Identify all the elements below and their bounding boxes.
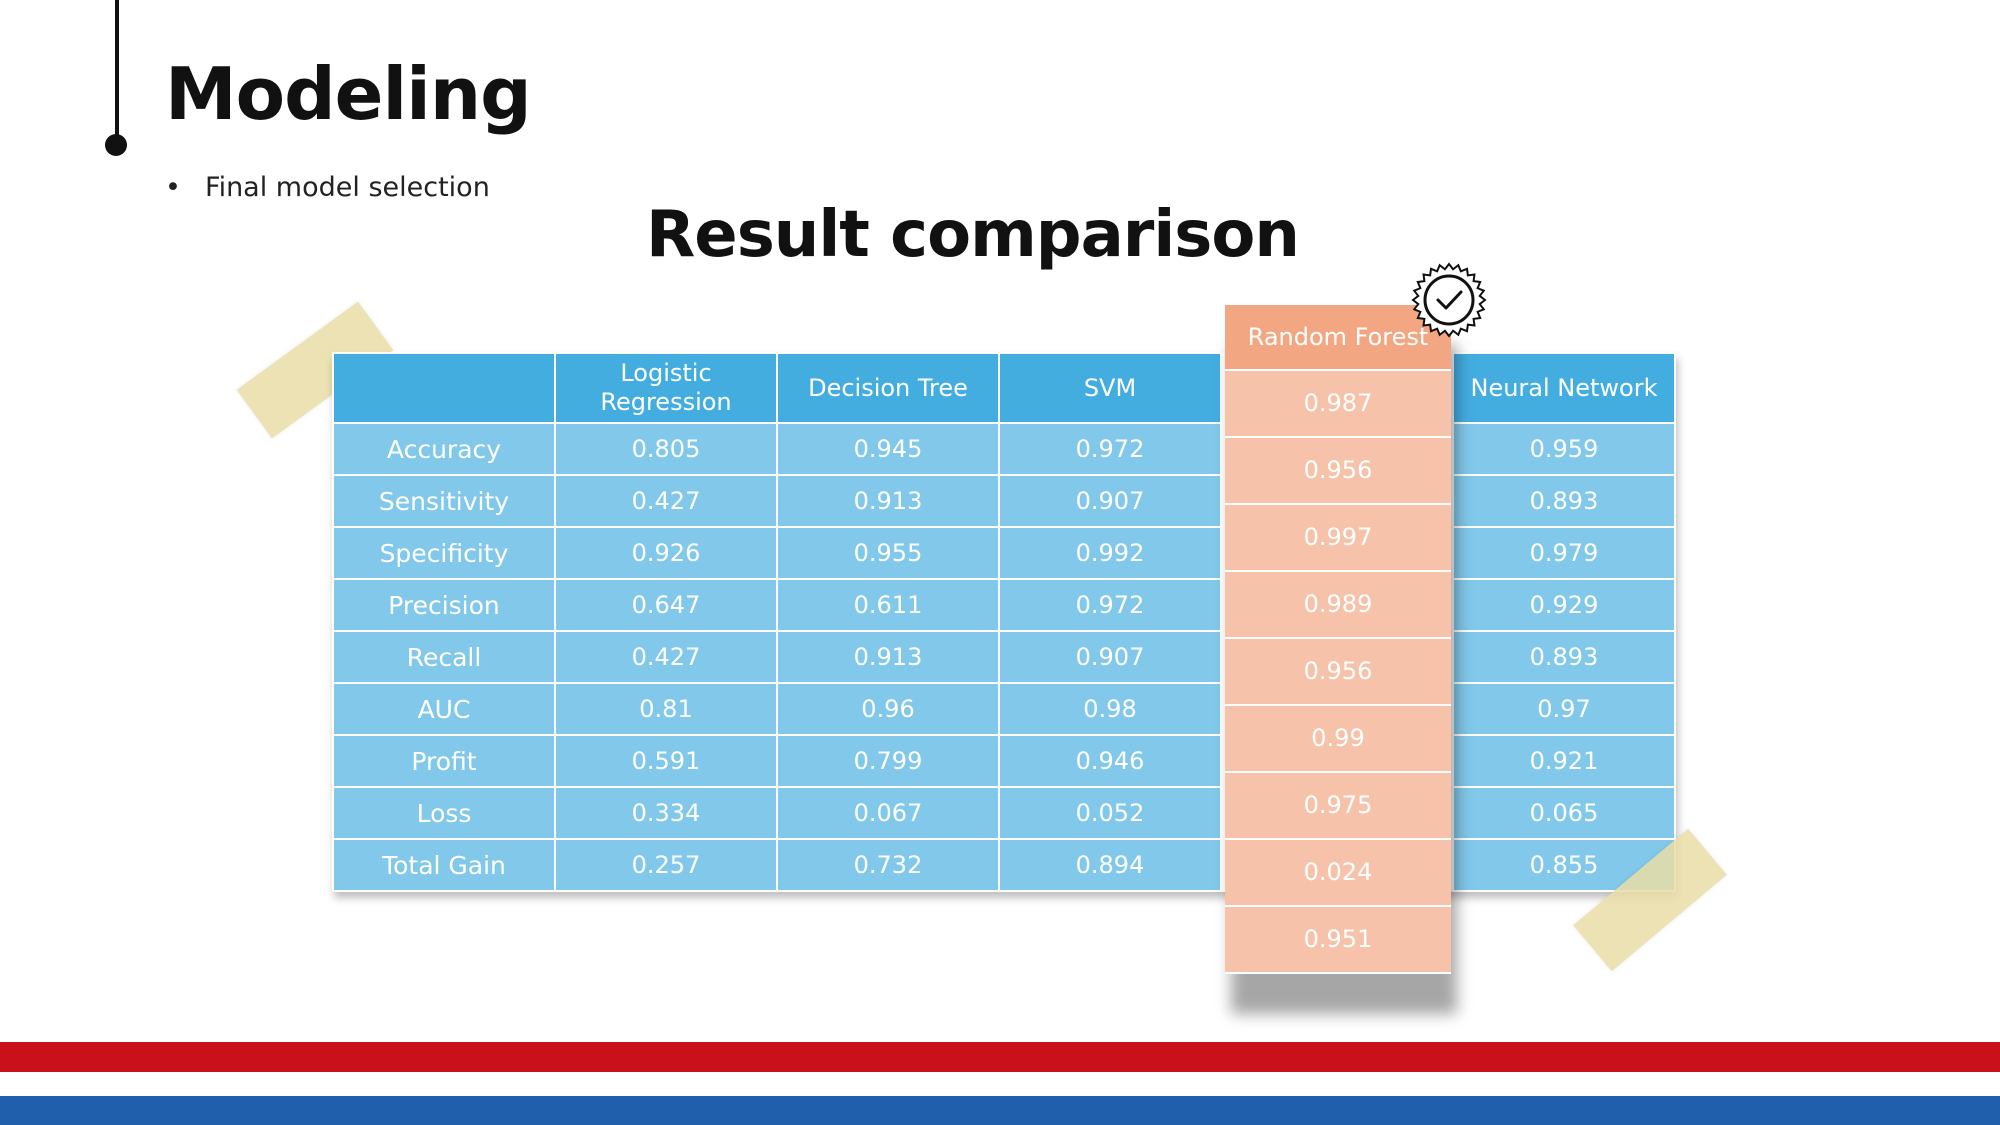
table-cell: 0.805: [554, 422, 778, 476]
table-header-row: Logistic Regression Decision Tree SVM Ne…: [332, 352, 1676, 424]
table-cell: 0.732: [776, 838, 1000, 892]
row-label: Total Gain: [332, 838, 556, 892]
table-cell: 0.913: [776, 474, 1000, 528]
table-cell: 0.979: [1452, 526, 1676, 580]
random-forest-column: Random Forest 0.987 0.956 0.997 0.989 0.956 0…: [1225, 305, 1451, 974]
check-badge-icon: [1411, 262, 1487, 338]
table-cell: 0.959: [1452, 422, 1676, 476]
random-forest-cell: 0.951: [1225, 907, 1451, 974]
header-svm: SVM: [998, 352, 1222, 424]
row-label: Recall: [332, 630, 556, 684]
table-cell: 0.894: [998, 838, 1222, 892]
table-cell: 0.907: [998, 630, 1222, 684]
table-cell: 0.921: [1452, 734, 1676, 788]
table-row: Accuracy 0.805 0.945 0.972 0.959: [332, 422, 1676, 476]
table-cell: 0.893: [1452, 630, 1676, 684]
footer-band-blue: [0, 1096, 2000, 1125]
comparison-table: Logistic Regression Decision Tree SVM Ne…: [332, 352, 1676, 892]
table-cell: 0.945: [776, 422, 1000, 476]
random-forest-cell: 0.997: [1225, 505, 1451, 572]
table-cell: 0.052: [998, 786, 1222, 840]
table-cell: 0.611: [776, 578, 1000, 632]
section-subtitle: Result comparison: [646, 198, 1300, 272]
table-row: AUC 0.81 0.96 0.98 0.97: [332, 682, 1676, 736]
header-random-forest: Random Forest: [1225, 305, 1451, 371]
bullet-text: Final model selection: [205, 172, 490, 203]
table-cell: 0.81: [554, 682, 778, 736]
table-cell: 0.913: [776, 630, 1000, 684]
table-cell: 0.972: [998, 422, 1222, 476]
accent-dot: [105, 134, 127, 156]
table-row: Loss 0.334 0.067 0.052 0.065: [332, 786, 1676, 840]
table-cell: 0.907: [998, 474, 1222, 528]
row-label: Sensitivity: [332, 474, 556, 528]
row-label: Precision: [332, 578, 556, 632]
table-row: Profit 0.591 0.799 0.946 0.921: [332, 734, 1676, 788]
table-row: Precision 0.647 0.611 0.972 0.929: [332, 578, 1676, 632]
header-decision-tree: Decision Tree: [776, 352, 1000, 424]
table-cell: 0.799: [776, 734, 1000, 788]
table-cell: 0.926: [554, 526, 778, 580]
table-cell: 0.427: [554, 630, 778, 684]
table-cell: 0.992: [998, 526, 1222, 580]
row-label: Loss: [332, 786, 556, 840]
table-cell: 0.946: [998, 734, 1222, 788]
table-cell: 0.427: [554, 474, 778, 528]
table-cell: 0.97: [1452, 682, 1676, 736]
accent-line: [115, 0, 119, 140]
row-label: Accuracy: [332, 422, 556, 476]
table-cell: 0.972: [998, 578, 1222, 632]
table-row: Sensitivity 0.427 0.913 0.907 0.893: [332, 474, 1676, 528]
random-forest-cell: 0.956: [1225, 639, 1451, 706]
row-label: Specificity: [332, 526, 556, 580]
table-cell: 0.065: [1452, 786, 1676, 840]
random-forest-cell: 0.987: [1225, 371, 1451, 438]
header-corner: [332, 352, 556, 424]
table-row: Total Gain 0.257 0.732 0.894 0.855: [332, 838, 1676, 892]
table-cell: 0.855: [1452, 838, 1676, 892]
bullet-marker: •: [165, 172, 181, 203]
bullet-item: • Final model selection: [165, 172, 490, 203]
random-forest-cell: 0.956: [1225, 438, 1451, 505]
random-forest-cell: 0.975: [1225, 773, 1451, 840]
row-label: AUC: [332, 682, 556, 736]
table-cell: 0.334: [554, 786, 778, 840]
row-label: Profit: [332, 734, 556, 788]
random-forest-cell: 0.99: [1225, 706, 1451, 773]
footer-band-red: [0, 1042, 2000, 1072]
table-cell: 0.929: [1452, 578, 1676, 632]
random-forest-cell: 0.989: [1225, 572, 1451, 639]
table-cell: 0.955: [776, 526, 1000, 580]
table-cell: 0.98: [998, 682, 1222, 736]
table-row: Specificity 0.926 0.955 0.992 0.979: [332, 526, 1676, 580]
table-cell: 0.591: [554, 734, 778, 788]
random-forest-cell: 0.024: [1225, 840, 1451, 907]
table-cell: 0.647: [554, 578, 778, 632]
table-cell: 0.96: [776, 682, 1000, 736]
table-row: Recall 0.427 0.913 0.907 0.893: [332, 630, 1676, 684]
table-cell: 0.067: [776, 786, 1000, 840]
table-cell: 0.257: [554, 838, 778, 892]
header-neural-network: Neural Network: [1452, 352, 1676, 424]
slide-title: Modeling: [165, 52, 532, 136]
table-cell: 0.893: [1452, 474, 1676, 528]
header-logistic-regression: Logistic Regression: [554, 352, 778, 424]
